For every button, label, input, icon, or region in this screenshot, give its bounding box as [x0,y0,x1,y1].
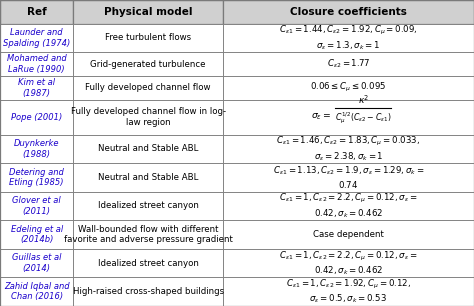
Bar [223,0,474,24]
Bar [73,0,223,24]
Bar [0,278,73,306]
Bar [0,249,73,278]
Bar [0,100,73,135]
Text: Detering and
Etling (1985): Detering and Etling (1985) [9,168,64,187]
Text: $\sigma_{\varepsilon}=$: $\sigma_{\varepsilon}=$ [311,112,331,122]
Text: Wall-bounded flow with different
favorite and adverse pressure gradient: Wall-bounded flow with different favorit… [64,225,233,244]
Text: $0.06 \leq C_{\mu} \leq 0.095$: $0.06 \leq C_{\mu} \leq 0.095$ [310,81,387,94]
Text: Neutral and Stable ABL: Neutral and Stable ABL [98,173,198,182]
Bar [0,192,73,220]
Text: Free turbulent flows: Free turbulent flows [105,33,191,43]
Bar [223,24,474,52]
Bar [0,163,73,192]
Text: Edeling et al
(2014b): Edeling et al (2014b) [10,225,63,244]
Bar [73,24,223,52]
Text: Guillas et al
(2014): Guillas et al (2014) [12,253,62,273]
Text: $\kappa^2$: $\kappa^2$ [358,94,369,106]
Text: Closure coefficients: Closure coefficients [290,7,407,17]
Bar [223,249,474,278]
Bar [223,135,474,163]
Text: Launder and
Spalding (1974): Launder and Spalding (1974) [3,28,70,48]
Text: $C_{\mu}^{1/2}(C_{\varepsilon2} - C_{\varepsilon1})$: $C_{\mu}^{1/2}(C_{\varepsilon2} - C_{\va… [335,110,392,126]
Bar [73,52,223,76]
Text: Physical model: Physical model [104,7,192,17]
Bar [0,52,73,76]
Bar [73,249,223,278]
Bar [73,278,223,306]
Bar [73,163,223,192]
Bar [0,24,73,52]
Text: Duynkerke
(1988): Duynkerke (1988) [14,139,59,159]
Text: $C_{\varepsilon1} = 1, C_{\varepsilon2} = 2.2, C_{\mu} = 0.12, \sigma_{\varepsil: $C_{\varepsilon1} = 1, C_{\varepsilon2} … [279,249,418,277]
Bar [223,220,474,249]
Text: $C_{\varepsilon1} = 1.13, C_{\varepsilon2} = 1.9, \sigma_{\varepsilon} = 1.29, \: $C_{\varepsilon1} = 1.13, C_{\varepsilon… [273,165,424,190]
Text: Glover et al
(2011): Glover et al (2011) [12,196,61,216]
Text: Case dependent: Case dependent [313,230,384,239]
Text: Ref: Ref [27,7,46,17]
Bar [223,278,474,306]
Bar [223,163,474,192]
Bar [223,100,474,135]
Text: Kim et al
(1987): Kim et al (1987) [18,78,55,98]
Text: Neutral and Stable ABL: Neutral and Stable ABL [98,144,198,153]
Bar [223,52,474,76]
Text: Idealized street canyon: Idealized street canyon [98,201,199,211]
Text: Grid-generated turbulence: Grid-generated turbulence [91,60,206,69]
Text: High-raised cross-shaped buildings: High-raised cross-shaped buildings [73,287,224,296]
Text: Pope (2001): Pope (2001) [11,113,63,121]
Bar [73,100,223,135]
Bar [73,135,223,163]
Bar [0,76,73,100]
Text: $C_{\varepsilon1} = 1, C_{\varepsilon2} = 1.92, C_{\mu} = 0.12,$
$\sigma_{\varep: $C_{\varepsilon1} = 1, C_{\varepsilon2} … [286,278,411,305]
Bar [73,220,223,249]
Bar [223,76,474,100]
Bar [0,0,73,24]
Text: Fully developed channel flow in log-
law region: Fully developed channel flow in log- law… [71,107,226,127]
Text: Mohamed and
LaRue (1990): Mohamed and LaRue (1990) [7,54,67,74]
Text: $C_{\varepsilon1} = 1.46, C_{\varepsilon2} = 1.83, C_{\mu} = 0.033,$
$\sigma_{\v: $C_{\varepsilon1} = 1.46, C_{\varepsilon… [276,135,420,162]
Bar [223,192,474,220]
Text: Fully developed channel flow: Fully developed channel flow [85,83,211,92]
Text: Idealized street canyon: Idealized street canyon [98,259,199,268]
Bar [0,220,73,249]
Bar [73,192,223,220]
Text: $C_{\varepsilon1} = 1, C_{\varepsilon2} = 2.2, C_{\mu} = 0.12, \sigma_{\varepsil: $C_{\varepsilon1} = 1, C_{\varepsilon2} … [279,192,418,220]
Text: $C_{\varepsilon2} = 1.77$: $C_{\varepsilon2} = 1.77$ [327,58,370,70]
Bar [73,76,223,100]
Bar [0,135,73,163]
Text: Zahid Iqbal and
Chan (2016): Zahid Iqbal and Chan (2016) [4,282,70,301]
Text: $C_{\varepsilon1} = 1.44, C_{\varepsilon2} = 1.92, C_{\mu} = 0.09,$
$\sigma_{\va: $C_{\varepsilon1} = 1.44, C_{\varepsilon… [279,24,418,52]
